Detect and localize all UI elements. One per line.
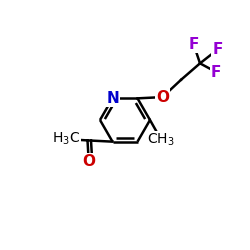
Text: F: F — [212, 42, 223, 57]
Text: F: F — [211, 64, 222, 80]
Text: O: O — [156, 90, 169, 104]
Text: CH$_3$: CH$_3$ — [148, 132, 175, 148]
Text: F: F — [188, 37, 199, 52]
Text: H$_3$C: H$_3$C — [52, 131, 80, 147]
Text: O: O — [82, 154, 95, 169]
Text: N: N — [106, 91, 119, 106]
